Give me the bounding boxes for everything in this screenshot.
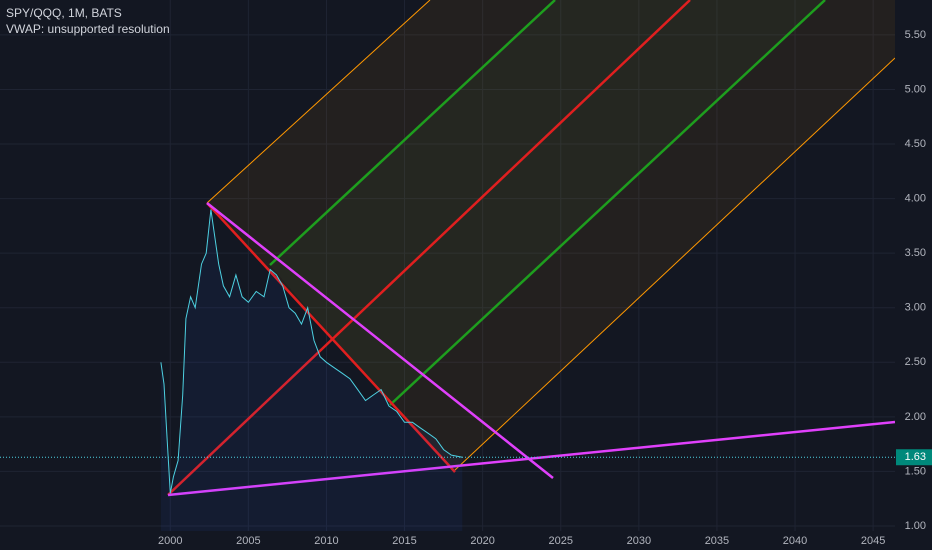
x-tick-label: 2040 bbox=[783, 535, 807, 547]
pitchfork-inner-fill bbox=[270, 0, 825, 405]
y-tick-label: 2.00 bbox=[905, 411, 926, 423]
x-tick-label: 2015 bbox=[392, 535, 416, 547]
y-tick-label: 4.00 bbox=[905, 193, 926, 205]
x-tick-label: 2010 bbox=[314, 535, 338, 547]
y-tick-label: 3.50 bbox=[905, 247, 926, 259]
y-tick-label: 3.00 bbox=[905, 302, 926, 314]
last-value-box bbox=[896, 449, 932, 466]
x-tick-label: 2035 bbox=[705, 535, 729, 547]
drawings bbox=[167, 0, 896, 497]
series-line bbox=[160, 209, 463, 494]
pitchfork-handle bbox=[206, 202, 456, 473]
x-tick-label: 2020 bbox=[470, 535, 494, 547]
y-tick-label: 5.50 bbox=[905, 29, 926, 41]
y-tick-label: 1.00 bbox=[905, 520, 926, 532]
x-tick-label: 2005 bbox=[236, 535, 260, 547]
trend-line bbox=[206, 202, 554, 479]
y-tick-label: 2.50 bbox=[905, 356, 926, 368]
chart-subtitle: VWAP: unsupported resolution bbox=[6, 22, 170, 36]
grid bbox=[0, 0, 895, 531]
y-tick-label: 5.00 bbox=[905, 83, 926, 95]
time-axis bbox=[0, 531, 895, 550]
x-tick-label: 2030 bbox=[627, 535, 651, 547]
x-tick-label: 2025 bbox=[548, 535, 572, 547]
area bbox=[160, 209, 463, 531]
axes: 1.00 1.50 2.00 2.50 3.00 3.50 4.00 4.50 5.00 5.50… bbox=[158, 29, 932, 547]
pitchfork-inner-upper bbox=[269, 0, 556, 266]
x-tick-label: 2000 bbox=[158, 535, 182, 547]
pitchfork-upper bbox=[206, 0, 431, 204]
chart-title: SPY/QQQ, 1M, BATS bbox=[6, 6, 122, 20]
y-tick-label: 1.50 bbox=[905, 465, 926, 477]
y-tick-label: 4.50 bbox=[905, 138, 926, 150]
trend-line bbox=[167, 420, 896, 497]
pitchfork-fill bbox=[207, 0, 895, 470]
pitchfork-inner-lower bbox=[389, 0, 826, 406]
plot bbox=[0, 209, 895, 531]
pitchfork-lower bbox=[454, 57, 896, 471]
x-tick-label: 2045 bbox=[861, 535, 885, 547]
last-value-label: 1.63 bbox=[905, 451, 926, 463]
pitchfork-median bbox=[167, 0, 691, 496]
